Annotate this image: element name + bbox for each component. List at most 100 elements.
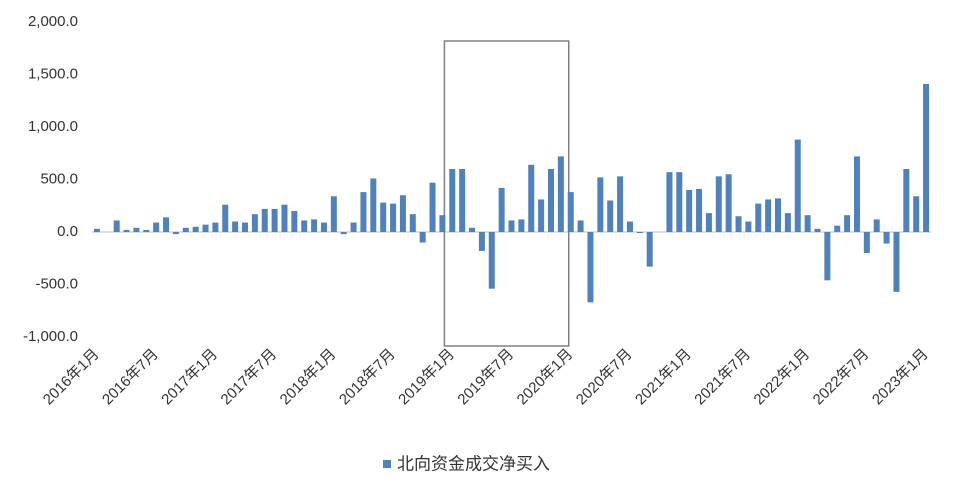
bar bbox=[478, 232, 485, 251]
bar bbox=[429, 182, 436, 232]
bar bbox=[686, 190, 693, 232]
bar bbox=[261, 208, 268, 232]
bar bbox=[232, 221, 239, 232]
bar bbox=[163, 217, 170, 232]
bar bbox=[557, 156, 564, 232]
bar bbox=[755, 203, 762, 232]
bar bbox=[241, 222, 248, 232]
bar bbox=[419, 232, 426, 243]
bar bbox=[577, 220, 584, 232]
bar bbox=[775, 198, 782, 232]
bar bbox=[449, 169, 456, 232]
bar bbox=[350, 222, 357, 232]
bar bbox=[765, 199, 772, 232]
x-tick-label: 2023年1月 bbox=[869, 346, 932, 409]
bar bbox=[626, 221, 633, 232]
bar bbox=[597, 177, 604, 232]
bar bbox=[133, 227, 140, 232]
bar bbox=[399, 195, 406, 232]
bar bbox=[192, 226, 199, 232]
y-tick-label: 2,000.0 bbox=[28, 13, 78, 30]
bar bbox=[814, 228, 821, 232]
bar bbox=[893, 232, 900, 292]
bar bbox=[607, 200, 614, 232]
y-tick-label: 1,500.0 bbox=[28, 65, 78, 82]
bar bbox=[469, 227, 476, 232]
x-tick-label: 2020年7月 bbox=[573, 346, 636, 409]
bar bbox=[311, 219, 318, 232]
bar bbox=[508, 220, 515, 232]
x-tick-label: 2021年1月 bbox=[632, 346, 695, 409]
x-tick-label: 2021年7月 bbox=[691, 346, 754, 409]
bar bbox=[735, 216, 742, 232]
bar bbox=[853, 156, 860, 232]
bar bbox=[804, 215, 811, 232]
bar bbox=[380, 202, 387, 232]
bar bbox=[913, 196, 920, 232]
bar bbox=[330, 196, 337, 232]
bar bbox=[528, 164, 535, 232]
bar bbox=[271, 208, 278, 232]
y-tick-label: 0.0 bbox=[57, 223, 78, 240]
legend-swatch bbox=[383, 460, 391, 468]
bar bbox=[498, 187, 505, 232]
bar bbox=[301, 220, 308, 232]
x-tick-label: 2022年7月 bbox=[810, 346, 873, 409]
bar bbox=[459, 169, 466, 232]
bar bbox=[123, 229, 130, 232]
x-tick-label: 2019年7月 bbox=[454, 346, 517, 409]
bar bbox=[518, 219, 525, 232]
bar bbox=[676, 172, 683, 232]
y-tick-label: -500.0 bbox=[35, 275, 78, 292]
bar bbox=[725, 174, 732, 232]
bar bbox=[488, 232, 495, 289]
bar bbox=[390, 203, 397, 232]
x-tick-label: 2017年1月 bbox=[158, 346, 221, 409]
bar bbox=[143, 229, 150, 232]
bar bbox=[202, 224, 209, 232]
x-tick-label: 2016年7月 bbox=[99, 346, 162, 409]
bar bbox=[291, 211, 298, 232]
bar bbox=[340, 232, 347, 235]
bar bbox=[212, 222, 219, 232]
x-tick-label: 2022年1月 bbox=[751, 346, 814, 409]
bar bbox=[113, 220, 120, 232]
bar bbox=[251, 214, 258, 232]
bar bbox=[360, 192, 367, 232]
bar bbox=[281, 204, 288, 232]
bar bbox=[646, 232, 653, 267]
bar bbox=[696, 188, 703, 232]
y-tick-label: 1,000.0 bbox=[28, 118, 78, 135]
x-tick-label: 2017年7月 bbox=[218, 346, 281, 409]
x-tick-label: 2018年7月 bbox=[336, 346, 399, 409]
bar bbox=[320, 222, 327, 232]
bar bbox=[409, 214, 416, 232]
bar bbox=[370, 178, 377, 232]
bar bbox=[863, 232, 870, 253]
bar bbox=[923, 83, 930, 232]
bar bbox=[617, 176, 624, 232]
x-tick-label: 2018年1月 bbox=[277, 346, 340, 409]
bar bbox=[567, 192, 574, 232]
bar bbox=[182, 227, 189, 232]
bar bbox=[587, 232, 594, 303]
bar bbox=[824, 232, 831, 281]
bar bbox=[153, 222, 160, 232]
bar bbox=[705, 213, 712, 232]
bar bbox=[794, 139, 801, 232]
bar bbox=[834, 225, 841, 232]
x-tick-label: 2019年1月 bbox=[395, 346, 458, 409]
bar bbox=[903, 169, 910, 232]
bar bbox=[93, 228, 100, 232]
bar bbox=[636, 232, 643, 234]
bar bbox=[666, 172, 673, 232]
bar bbox=[439, 215, 446, 232]
bar bbox=[547, 169, 554, 232]
bar bbox=[715, 176, 722, 232]
bar bbox=[883, 232, 890, 244]
legend-label: 北向资金成交净买入 bbox=[397, 454, 550, 473]
bar bbox=[784, 213, 791, 232]
x-tick-label: 2016年1月 bbox=[40, 346, 103, 409]
y-tick-label: 500.0 bbox=[40, 170, 78, 187]
